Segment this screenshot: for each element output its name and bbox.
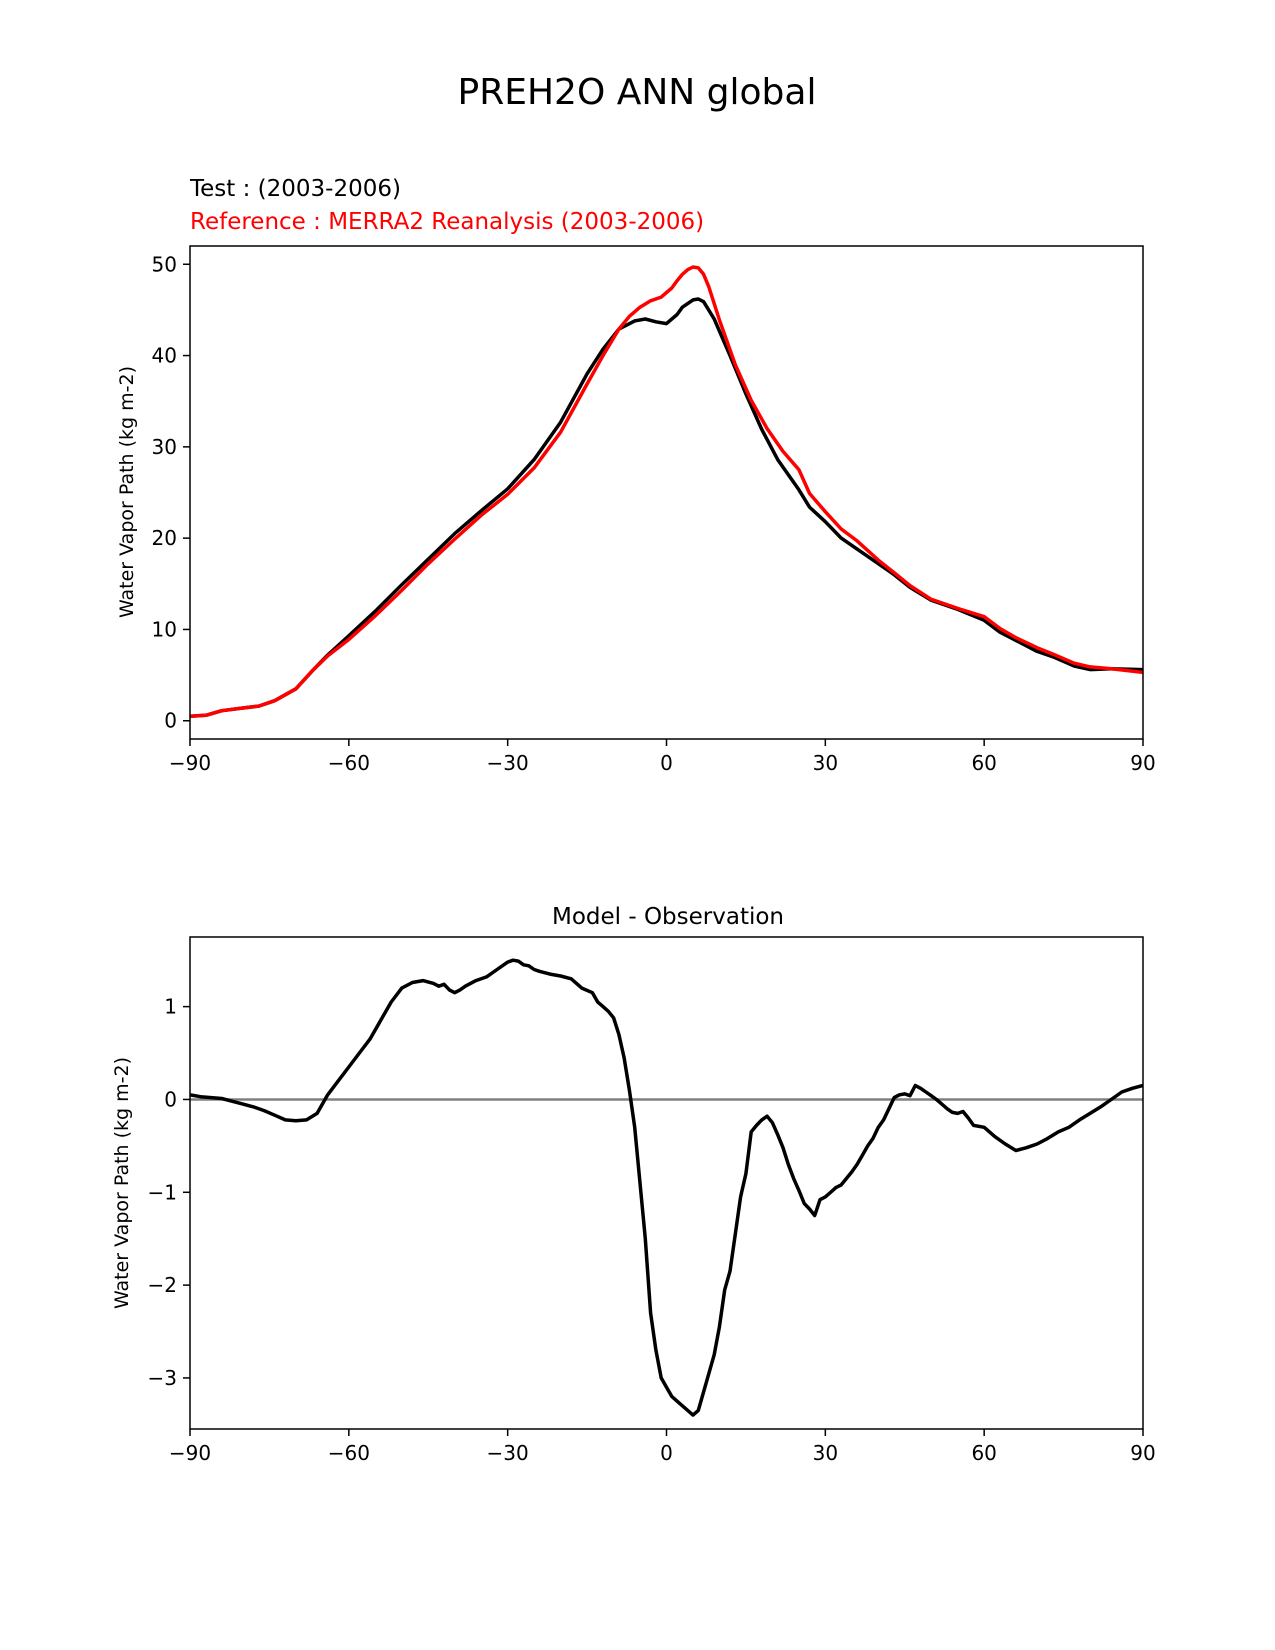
bottom-panel: −90 −60 −30 0 30 60 90 −3 −2 −1 0 1 Water Vapor Path…	[111, 936, 1156, 1465]
top-xtick-label: 90	[1130, 751, 1155, 775]
figure-suptitle: PREH2O ANN global	[458, 72, 817, 113]
bottom-ylabel: Water Vapor Path (kg m-2)	[111, 1057, 133, 1309]
bottom-ytick-label: −1	[148, 1180, 177, 1204]
top-ytick-label: 50	[152, 252, 177, 276]
bottom-xtick-label: −60	[328, 1441, 370, 1465]
bottom-xtick-label: 0	[660, 1441, 673, 1465]
top-panel: −90 −60 −30 0 30 60 90 0 10 20 30 40 50 Water Vapor P…	[116, 245, 1156, 775]
bottom-ytick-label: −3	[148, 1366, 177, 1390]
bottom-ytick-label: −2	[148, 1273, 177, 1297]
bottom-series-line-0	[190, 958, 1143, 1417]
bottom-xtick-label: −30	[487, 1441, 529, 1465]
top-ytick-label: 10	[152, 617, 177, 641]
top-xtick-label: −90	[169, 751, 211, 775]
top-xtick-label: −30	[487, 751, 529, 775]
bottom-ytick-label: 1	[164, 995, 177, 1019]
top-xtick-label: 30	[813, 751, 838, 775]
top-title-reference: Reference : MERRA2 Reanalysis (2003-2006…	[190, 209, 704, 235]
top-xtick-label: 0	[660, 751, 673, 775]
top-title-test: Test : (2003-2006)	[189, 176, 401, 202]
top-ytick-label: 30	[152, 435, 177, 459]
bottom-xtick-label: 30	[813, 1441, 838, 1465]
top-ytick-label: 40	[152, 344, 177, 368]
top-ytick-label: 20	[152, 526, 177, 550]
top-ytick-label: 0	[164, 709, 177, 733]
bottom-axes-frame	[189, 936, 1144, 1430]
top-xtick-label: −60	[328, 751, 370, 775]
bottom-xtick-label: 60	[971, 1441, 996, 1465]
bottom-ytick-label: 0	[164, 1087, 177, 1111]
bottom-xtick-label: −90	[169, 1441, 211, 1465]
bottom-title: Model - Observation	[552, 904, 784, 930]
top-ylabel: Water Vapor Path (kg m-2)	[116, 366, 138, 618]
top-series-line-1	[190, 265, 1143, 718]
bottom-xtick-label: 90	[1130, 1441, 1155, 1465]
top-xtick-label: 60	[971, 751, 996, 775]
top-axes-frame	[189, 245, 1144, 740]
